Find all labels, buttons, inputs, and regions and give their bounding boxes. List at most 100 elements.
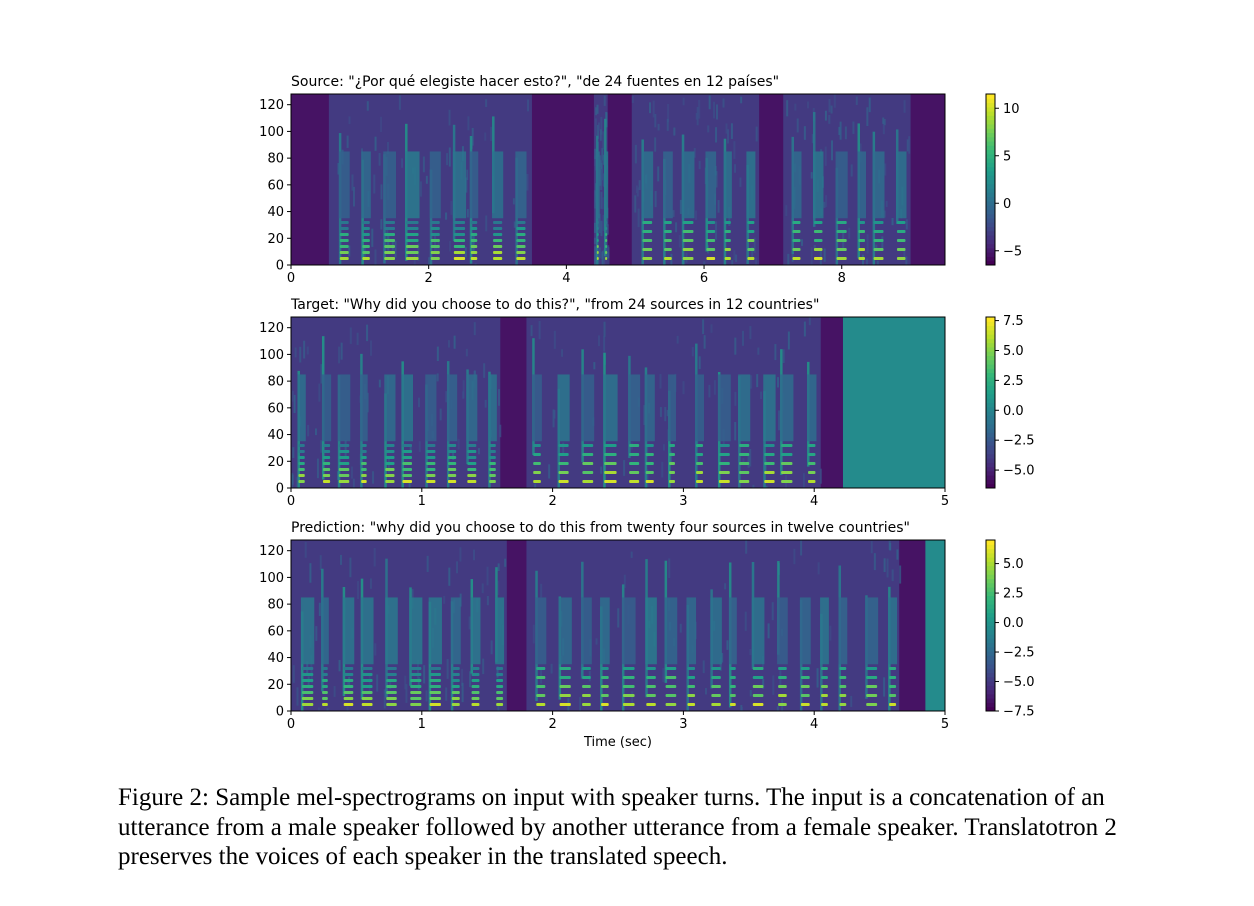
harmonic-band bbox=[410, 697, 422, 700]
colorbar-step bbox=[986, 608, 995, 614]
harmonic-band bbox=[706, 230, 716, 233]
noise-speck bbox=[419, 181, 422, 197]
harmonic-band bbox=[385, 462, 395, 465]
harmonic-band bbox=[622, 694, 635, 697]
colorbar: 5.0 2.5 0.0 −2.5 −5.0 −7.5 bbox=[985, 539, 1035, 720]
x-tick-label: 1 bbox=[418, 717, 426, 732]
speech-segment-4 bbox=[783, 94, 911, 265]
harmonic-band bbox=[536, 694, 546, 697]
noise-speck bbox=[601, 168, 604, 181]
syllable bbox=[791, 136, 802, 260]
noise-speck bbox=[882, 117, 885, 124]
noise-speck bbox=[484, 399, 487, 408]
noise-speck bbox=[464, 247, 467, 258]
harmonic-band bbox=[706, 257, 716, 260]
speech-segment-2 bbox=[593, 94, 610, 265]
noise-speck bbox=[755, 126, 758, 142]
harmonic-band bbox=[386, 685, 397, 688]
formant-area bbox=[777, 597, 788, 665]
harmonic-band bbox=[402, 462, 413, 465]
harmonic-band bbox=[808, 471, 816, 474]
harmonic-band bbox=[821, 676, 828, 679]
syllable bbox=[621, 584, 636, 711]
harmonic-band bbox=[839, 703, 847, 706]
noise-speck bbox=[730, 123, 733, 139]
noise-speck bbox=[553, 410, 556, 419]
harmonic-band bbox=[410, 685, 422, 688]
colorbar-step bbox=[986, 599, 995, 605]
harmonic-band bbox=[873, 221, 884, 224]
noise-speck bbox=[695, 112, 698, 120]
noise-speck bbox=[383, 689, 386, 709]
colorbar-tick-label: 5 bbox=[1003, 149, 1011, 164]
noise-speck bbox=[750, 375, 753, 389]
harmonic-band bbox=[301, 685, 314, 688]
syllable bbox=[495, 567, 505, 706]
noise-speck bbox=[659, 374, 662, 389]
noise-speck bbox=[713, 101, 716, 119]
harmonic-band bbox=[361, 691, 373, 694]
harmonic-band bbox=[896, 230, 906, 233]
noise-speck bbox=[371, 228, 374, 247]
harmonic-band bbox=[866, 703, 878, 706]
noise-speck bbox=[471, 128, 474, 146]
harmonic-band bbox=[604, 453, 617, 456]
noise-speck bbox=[648, 102, 651, 114]
noise-speck bbox=[708, 384, 711, 398]
axes-frame bbox=[290, 539, 946, 712]
colorbar-step bbox=[986, 115, 995, 121]
noise-speck bbox=[757, 347, 760, 355]
speech-segment-1 bbox=[291, 540, 507, 711]
noise-speck bbox=[698, 160, 701, 170]
harmonic-band bbox=[747, 248, 755, 251]
harmonic-band bbox=[493, 257, 503, 260]
formant-area bbox=[595, 151, 600, 219]
harmonic-band bbox=[596, 245, 599, 248]
colorbar-step bbox=[986, 389, 995, 395]
noise-speck bbox=[480, 487, 483, 488]
noise-speck bbox=[850, 164, 853, 177]
noise-speck bbox=[883, 677, 886, 697]
harmonic-band bbox=[558, 444, 569, 447]
noise-speck bbox=[811, 134, 814, 144]
colorbar-step bbox=[986, 170, 995, 176]
colorbar-step bbox=[986, 162, 995, 168]
harmonic-band bbox=[385, 474, 395, 477]
noise-speck bbox=[735, 254, 738, 262]
noise-speck bbox=[408, 480, 411, 488]
harmonic-band bbox=[467, 480, 477, 483]
noise-speck bbox=[833, 94, 836, 108]
colorbar-step bbox=[986, 415, 995, 421]
harmonic-band bbox=[470, 257, 478, 260]
noise-speck bbox=[417, 397, 420, 408]
formant-area bbox=[628, 374, 641, 442]
formant-area bbox=[664, 597, 678, 665]
harmonic-band bbox=[682, 257, 694, 260]
noise-speck bbox=[810, 247, 813, 265]
colorbar-step bbox=[986, 183, 995, 189]
formant-area bbox=[361, 151, 371, 219]
harmonic-band bbox=[664, 239, 672, 242]
noise-speck bbox=[447, 340, 450, 348]
formant-area bbox=[645, 597, 657, 665]
harmonic-band bbox=[343, 679, 354, 682]
syllable bbox=[532, 338, 542, 483]
noise-speck bbox=[467, 116, 470, 131]
harmonic-band bbox=[489, 450, 496, 453]
noise-speck bbox=[318, 602, 321, 616]
harmonic-band bbox=[496, 691, 504, 694]
syllable bbox=[450, 597, 461, 711]
noise-speck bbox=[532, 624, 535, 644]
syllable bbox=[681, 134, 695, 265]
harmonic-band bbox=[747, 239, 755, 242]
harmonic-band bbox=[642, 239, 653, 242]
harmonic-band bbox=[813, 230, 823, 233]
harmonic-band bbox=[361, 685, 373, 688]
harmonic-band bbox=[629, 462, 640, 465]
syllable bbox=[342, 587, 355, 706]
padding-region bbox=[925, 540, 945, 711]
noise-speck bbox=[457, 438, 460, 450]
colorbar-step bbox=[986, 329, 995, 335]
noise-speck bbox=[603, 95, 606, 106]
figure-caption: Figure 2: Sample mel-spectrograms on inp… bbox=[118, 784, 1117, 870]
